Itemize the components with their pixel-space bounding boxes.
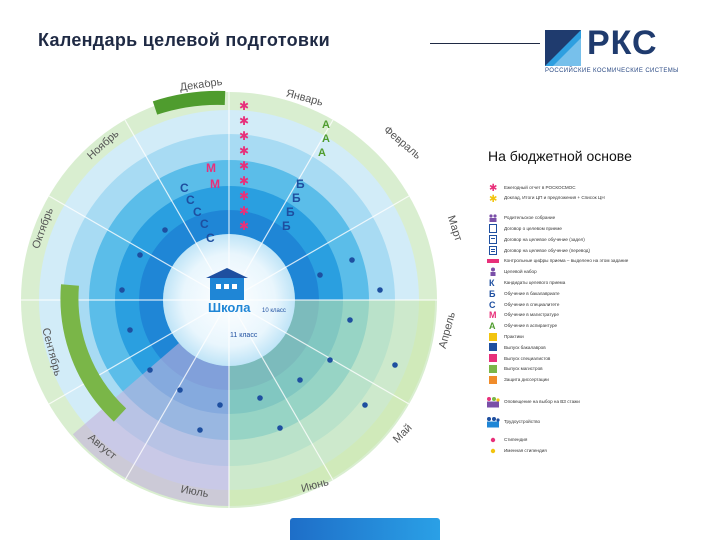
svg-text:✱: ✱ [239,144,249,158]
svg-text:С: С [180,181,189,195]
month-dividers [21,92,437,508]
legend-item: Трудоустройство [486,415,686,429]
legend-item: Защита диссертации [486,375,686,385]
contract-icon [486,224,500,234]
svg-text:Б: Б [296,177,305,191]
family-icon [486,396,500,408]
month-april: Апрель [437,311,458,350]
graduates-icon [486,343,500,352]
svg-text:С: С [206,231,215,245]
team-icon [486,416,500,428]
svg-text:M: M [206,161,216,175]
title-divider [430,43,540,44]
school-label: Школа [208,300,251,315]
svg-text:С: С [186,193,195,207]
legend-item: Стипендия [486,435,686,445]
class-label-10: 10 класс [262,308,286,314]
legend-item: Практики [486,332,686,342]
page-title: Календарь целевой подготовки [38,30,330,50]
svg-text:✱: ✱ [239,204,249,218]
letter-a-icon: А [486,321,500,330]
subtitle: На бюджетной основе [488,148,632,164]
legend-item: Договор о целевом приеме [486,224,686,234]
svg-text:К: К [489,278,495,287]
svg-text:С: С [489,300,496,309]
month-march: Март [445,214,465,243]
svg-text:✱: ✱ [239,129,249,143]
legend-item: С Обучение в специалитете [486,299,686,309]
defense-icon [486,375,500,384]
svg-text:✱: ✱ [239,174,249,188]
legend-item: Выпуск магистров [486,364,686,374]
svg-text:✱: ✱ [239,159,249,173]
legend-item: Выпуск бакалавров [486,342,686,352]
legend-item: А Обучение в аспирантуре [486,321,686,331]
dot-yellow-icon [486,448,500,454]
svg-text:✱: ✱ [489,183,497,191]
people-markers [119,227,398,433]
letter-m-icon: М [486,310,500,319]
person-icon [486,267,500,277]
rks-logo-icon [545,30,581,66]
svg-text:А: А [489,321,496,330]
letter-k-icon: К [486,278,500,287]
svg-text:✱: ✱ [239,219,249,233]
green-arc [60,284,127,422]
bar-icon [486,258,500,263]
month-february: Февраль [381,124,423,162]
bottom-accent-bar [290,518,440,540]
school-icon [206,268,248,300]
calendar-wheel: ✱✱✱ ✱✱✱ ✱✱✱ Декабрь Январь Февраль Март … [21,80,465,508]
legend-item: Именная стипендия [486,446,686,456]
svg-text:✱: ✱ [489,194,497,202]
month-july: Июль [180,484,210,501]
green-arc-top [152,90,226,115]
svg-text:✱: ✱ [239,189,249,203]
ring-letters: A A A M M С С С С С Б Б Б Б [180,119,330,245]
legend-item: Выпуск специалистов [486,353,686,363]
svg-text:Б: Б [286,205,295,219]
legend-item: Контрольные цифры приема – выделено на э… [486,256,686,266]
svg-text:✱: ✱ [239,114,249,128]
svg-text:Б: Б [292,191,301,205]
legend-item: ✱ Доклад, Итоги ЦП и предложения + Списо… [486,193,686,203]
logo-tagline: РОССИЙСКИЕ КОСМИЧЕСКИЕ СИСТЕМЫ [545,68,679,74]
legend: ✱ Ежегодный отчет в РОСКОСМОС ✱ Доклад, … [486,182,686,456]
svg-text:С: С [193,205,202,219]
svg-text:Б: Б [282,219,291,233]
legend-item: М Обучение в магистратуре [486,310,686,320]
legend-item: К Кандидаты целевого приема [486,278,686,288]
svg-text:✱: ✱ [239,99,249,113]
svg-text:A: A [322,133,330,145]
legend-item: Договор на целевое обучение (задел) [486,234,686,244]
svg-text:М: М [489,310,497,319]
specialists-icon [486,354,500,363]
letter-b-icon: Б [486,289,500,298]
red-stars: ✱✱✱ ✱✱✱ ✱✱✱ [239,99,249,233]
legend-item: Б Обучение в бакалавриате [486,288,686,298]
star-red-icon: ✱ [486,183,500,191]
svg-text:С: С [200,217,209,231]
practice-icon [486,332,500,341]
svg-text:Б: Б [489,289,496,298]
star-yellow-icon: ✱ [486,194,500,202]
contract-d-icon [486,245,500,255]
legend-item: Родительское собрание [486,213,686,223]
dot-pink-icon [486,437,500,443]
letter-s-icon: С [486,300,500,309]
contract-s-icon [486,234,500,244]
parents-icon [486,214,500,222]
legend-item: Договор на целевое обучение (перевод) [486,245,686,255]
legend-item: Целевой набор [486,267,686,277]
legend-item: ✱ Ежегодный отчет в РОСКОСМОС [486,182,686,192]
svg-text:M: M [210,177,220,191]
logo-brand: РКС [587,24,658,62]
class-label-11: 11 класс [230,332,258,339]
svg-text:A: A [322,119,330,131]
masters-icon [486,364,500,373]
legend-item: Оповещение на выбор на ВЗ стажи [486,395,686,409]
svg-text:A: A [318,147,326,159]
